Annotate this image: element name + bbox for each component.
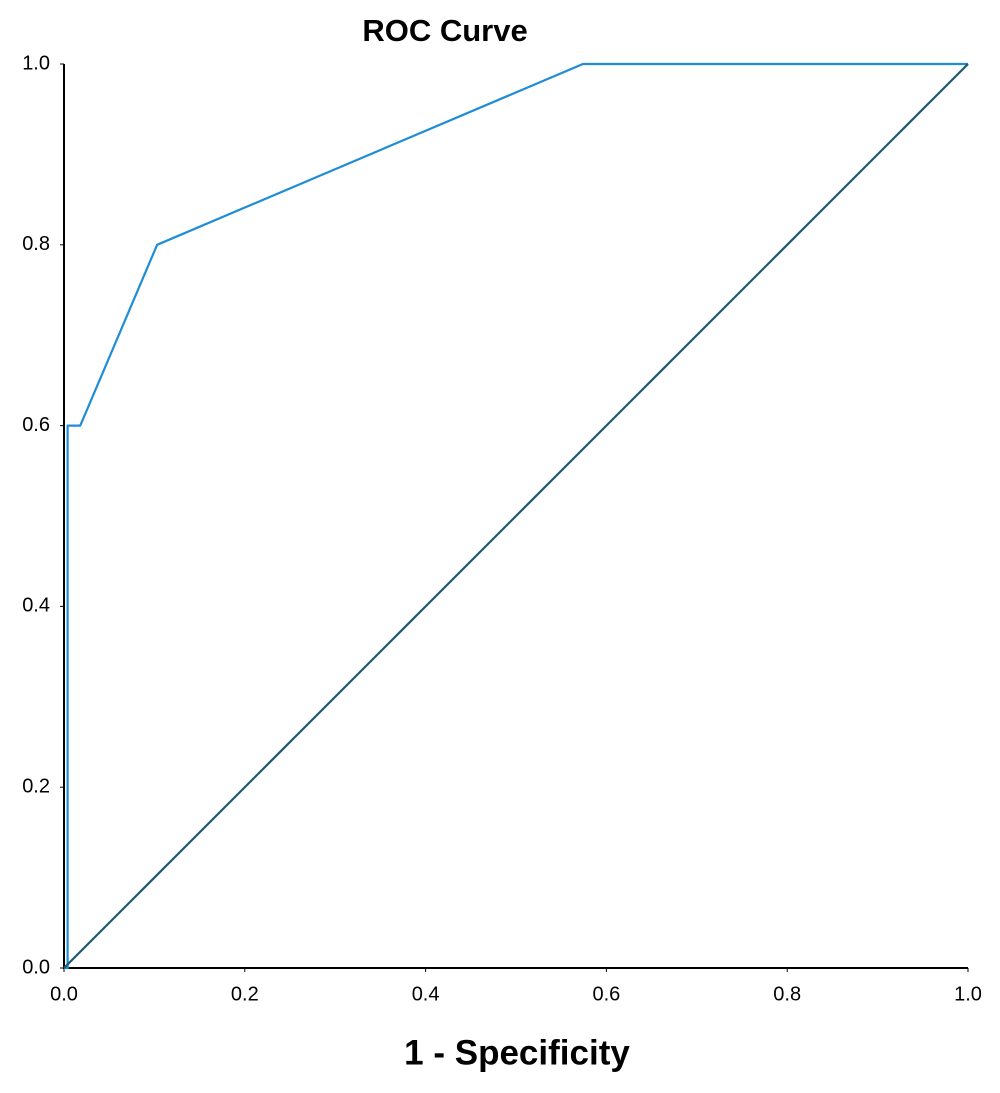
chart-title: ROC Curve bbox=[362, 13, 527, 48]
y-tick-label: 1.0 bbox=[22, 52, 50, 74]
y-tick-label: 0.4 bbox=[22, 595, 50, 617]
x-tick-label: 0.0 bbox=[50, 983, 78, 1005]
y-tick-label: 0.6 bbox=[22, 414, 50, 436]
y-tick-label: 0.0 bbox=[22, 956, 50, 978]
x-tick-label: 0.2 bbox=[231, 983, 259, 1005]
y-tick-label: 0.8 bbox=[22, 233, 50, 255]
x-tick-label: 1.0 bbox=[954, 983, 982, 1005]
series-line bbox=[63, 63, 969, 969]
series-line bbox=[64, 62, 968, 970]
y-tick-label: 0.2 bbox=[22, 775, 50, 797]
x-tick-label: 0.8 bbox=[773, 983, 801, 1005]
x-axis-label: 1 - Specificity bbox=[404, 1033, 630, 1072]
x-tick-label: 0.6 bbox=[592, 983, 620, 1005]
x-tick-label: 0.4 bbox=[412, 983, 440, 1005]
